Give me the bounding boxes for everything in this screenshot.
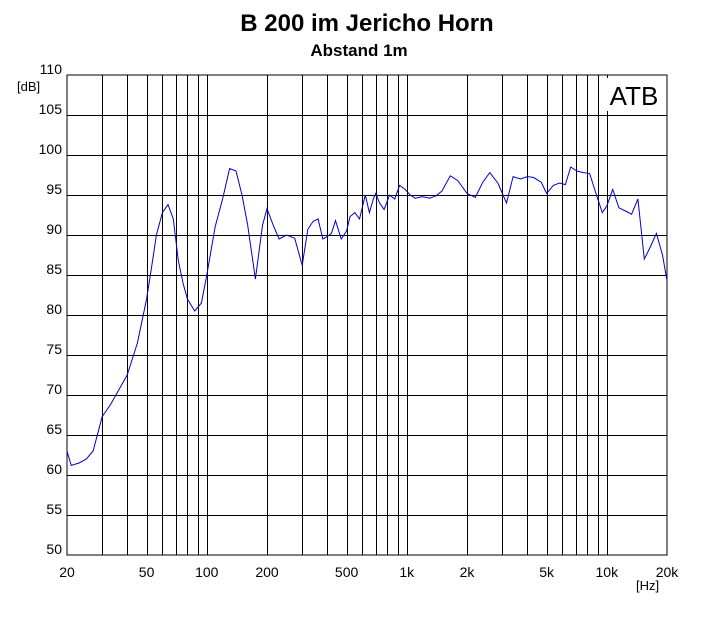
y-tick-label: 60 <box>46 461 62 477</box>
y-tick-label: 100 <box>39 141 63 157</box>
x-tick-label: 500 <box>335 564 359 580</box>
y-tick-label: 65 <box>46 421 62 437</box>
y-tick-label: 90 <box>46 221 62 237</box>
y-tick-label: 110 <box>40 61 63 77</box>
watermark-background <box>604 78 664 111</box>
y-tick-label: 55 <box>46 501 62 517</box>
grid <box>67 75 667 555</box>
x-tick-label: 5k <box>539 564 555 580</box>
y-tick-label: 50 <box>46 541 62 557</box>
y-tick-label: 80 <box>46 301 62 317</box>
plot-frame <box>66 74 668 556</box>
x-tick-label: 2k <box>460 564 476 580</box>
y-tick-label: 70 <box>46 381 62 397</box>
y-tick-label: 75 <box>46 341 62 357</box>
y-tick-label: 105 <box>39 101 63 117</box>
chart-subtitle: Abstand 1m <box>310 41 407 60</box>
chart-title: B 200 im Jericho Horn <box>240 10 493 37</box>
x-tick-label: 20 <box>59 564 75 580</box>
x-tick-label: 100 <box>195 564 219 580</box>
x-tick-label: 10k <box>596 564 620 580</box>
y-axis-unit-label: [dB] <box>17 79 40 94</box>
tick-labels: 20 50 100 200 500 1k 2k 5k 10k 20k 50 55 60 65 70 75 80 8… <box>39 61 680 580</box>
atb-watermark: ATB <box>610 81 659 111</box>
y-tick-label: 85 <box>46 261 62 277</box>
frequency-response-line <box>66 166 668 467</box>
x-tick-label: 1k <box>399 564 415 580</box>
x-tick-label: 50 <box>139 564 155 580</box>
x-axis-unit-label: [Hz] <box>636 578 659 593</box>
x-tick-label: 200 <box>255 564 279 580</box>
y-tick-label: 95 <box>46 181 62 197</box>
x-tick-label: 20k <box>656 564 680 580</box>
